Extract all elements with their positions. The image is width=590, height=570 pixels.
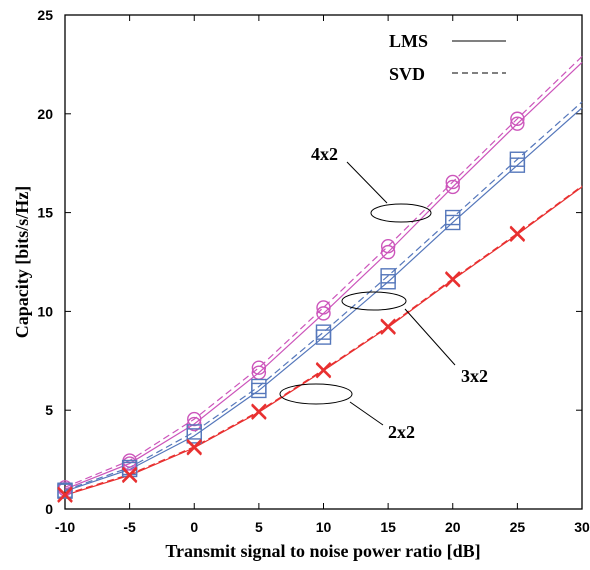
marker-3x2-svd-4	[315, 324, 332, 340]
marker-4x2-lms-5	[380, 244, 396, 260]
x-tick-label-6: 20	[445, 519, 461, 535]
marker-4x2-svd-3	[251, 360, 267, 375]
marker-4x2-lms-4	[316, 306, 331, 321]
series-line-3x2-lms	[64, 107, 583, 492]
y-tick-label-4: 20	[37, 106, 53, 122]
legend: LMS SVD	[389, 31, 506, 84]
series-line-4x2-svd	[64, 56, 583, 488]
marker-2x2-svd-5	[380, 318, 396, 334]
marker-2x2-svd-6	[445, 271, 461, 287]
marker-3x2-svd-0	[57, 482, 73, 498]
marker-3x2-svd-6	[445, 209, 461, 226]
series-layer	[64, 56, 583, 496]
marker-2x2-svd-3	[251, 403, 267, 419]
marker-4x2-lms-7	[510, 116, 525, 131]
x-tick-label-5: 15	[380, 519, 396, 535]
y-tick-label-5: 25	[37, 7, 53, 23]
marker-3x2-svd-2	[186, 424, 202, 440]
legend-label-lms: LMS	[389, 31, 428, 51]
x-tick-label-1: -5	[123, 519, 136, 535]
annotation-4x2: 4x2	[311, 144, 338, 164]
x-tick-label-8: 30	[574, 519, 590, 535]
x-axis-label: Transmit signal to noise power ratio [dB…	[165, 541, 480, 561]
annotation-3x2-leader	[404, 308, 456, 366]
marker-2x2-svd-0	[57, 486, 73, 502]
marker-layer	[57, 111, 526, 503]
marker-4x2-svd-6	[445, 174, 460, 190]
x-tick-label-4: 10	[316, 519, 332, 535]
series-line-2x2-svd	[64, 185, 583, 495]
marker-2x2-svd-2	[186, 439, 202, 455]
annotation-3x2-ellipse	[341, 291, 407, 311]
marker-4x2-svd-5	[380, 238, 396, 254]
marker-3x2-svd-3	[251, 378, 267, 395]
series-line-2x2-lms	[64, 186, 583, 496]
marker-4x2-svd-4	[316, 300, 331, 315]
y-axis-label: Capacity [bits/s/Hz]	[12, 186, 32, 339]
annotation-2x2-ellipse	[279, 383, 353, 405]
marker-3x2-svd-7	[509, 151, 526, 167]
plot-frame	[64, 14, 583, 510]
x-tick-label-2: 0	[190, 519, 198, 535]
marker-4x2-lms-2	[187, 416, 202, 432]
x-tick-label-3: 5	[255, 519, 263, 535]
marker-2x2-svd-1	[121, 466, 138, 483]
annotation-2x2: 2x2	[388, 422, 415, 442]
y-tick-label-1: 5	[45, 402, 53, 418]
annotation-2x2-leader	[349, 401, 384, 426]
series-line-4x2-lms	[64, 61, 583, 490]
marker-3x2-svd-5	[380, 268, 396, 284]
series-line-3x2-svd	[64, 101, 583, 491]
legend-label-svd: SVD	[389, 64, 425, 84]
y-tick-label-2: 10	[37, 303, 53, 319]
x-tick-label-7: 25	[510, 519, 526, 535]
annotation-4x2-leader	[346, 161, 388, 204]
annotation-3x2: 3x2	[461, 366, 488, 386]
x-tick-label-0: -10	[55, 519, 75, 535]
y-tick-label-0: 0	[45, 501, 53, 517]
axis-ticks: -10 -5 0 5 10 15 20 25 30 0 5 10 15 20 25	[37, 7, 590, 535]
marker-4x2-lms-6	[445, 179, 460, 195]
annotations: 4x2 3x2 2x2	[279, 144, 488, 442]
y-tick-label-3: 15	[37, 205, 53, 221]
annotation-4x2-ellipse	[370, 203, 432, 223]
marker-4x2-svd-7	[510, 111, 525, 126]
marker-2x2-svd-7	[509, 225, 526, 242]
marker-2x2-svd-4	[315, 361, 332, 378]
